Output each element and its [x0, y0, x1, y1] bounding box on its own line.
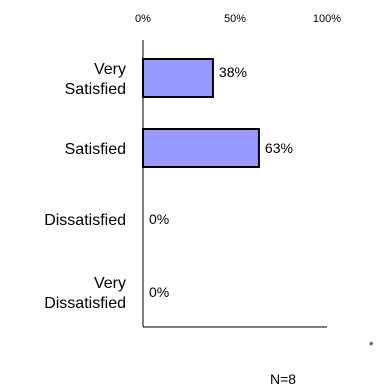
category-label-line: Very — [94, 61, 126, 78]
data-label: 38% — [219, 64, 247, 80]
category-label: Very Satisfied — [65, 61, 126, 98]
category-label: Dissatisfied — [44, 212, 126, 229]
category-label-line: Satisfied — [65, 141, 126, 158]
category-label: Satisfied — [65, 141, 126, 158]
data-label: 0% — [149, 284, 169, 300]
footnote-marker: * — [369, 340, 374, 352]
data-labels: 38% 63% 0% 0% — [149, 64, 293, 300]
bar — [142, 58, 214, 98]
category-labels: Very Satisfied Satisfied Dissatisfied Very Di… — [44, 61, 126, 312]
category-label-line: Satisfied — [65, 81, 126, 98]
category-label-line: Very — [94, 275, 126, 292]
x-tick-label: 0% — [135, 13, 151, 25]
x-tick-label: 100% — [313, 13, 341, 25]
bar — [142, 128, 260, 168]
sample-size-note: N=8 — [270, 371, 296, 387]
x-tick-label: 50% — [224, 13, 246, 25]
category-label-line: Dissatisfied — [44, 212, 126, 229]
data-label: 63% — [265, 140, 293, 156]
category-label-line: Dissatisfied — [44, 295, 126, 312]
x-axis-ticks: 0% 50% 100% — [135, 13, 341, 25]
data-label: 0% — [149, 211, 169, 227]
bars — [142, 58, 260, 168]
category-label: Very Dissatisfied — [44, 275, 126, 312]
